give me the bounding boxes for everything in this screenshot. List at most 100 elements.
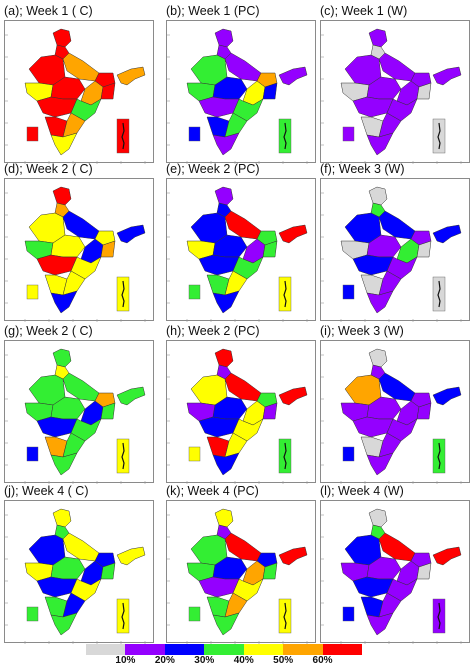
- map-region: [50, 612, 78, 636]
- axis-ticks: [167, 192, 308, 322]
- map-region: [224, 210, 262, 240]
- map-region-northeast: [278, 386, 308, 406]
- legend-label: 10%: [115, 655, 136, 666]
- map-region-northeast: [278, 224, 308, 244]
- india-map: [321, 28, 462, 164]
- map-region: [62, 270, 86, 296]
- india-map: [5, 28, 146, 164]
- map-frame: [320, 500, 470, 644]
- map-region: [100, 562, 116, 580]
- panel-title: (h); Week 2 (PC): [166, 324, 260, 338]
- panel-title: (g); Week 2 ( C): [4, 324, 93, 338]
- india-map: [167, 186, 308, 322]
- andaman-islands: [283, 280, 287, 308]
- india-map: [5, 508, 146, 644]
- map-region: [224, 372, 262, 402]
- map-region: [224, 270, 248, 296]
- axis-ticks: [321, 34, 462, 164]
- map-region: [378, 270, 402, 296]
- lakshadweep-box: [342, 284, 355, 300]
- panel-title: (l); Week 4 (W): [320, 484, 404, 498]
- map-region: [224, 112, 248, 138]
- map-panel: (g); Week 2 ( C): [4, 324, 154, 484]
- lakshadweep-box: [342, 606, 355, 622]
- panel-title: (j); Week 4 ( C): [4, 484, 89, 498]
- map-panel: (c); Week 1 (W): [320, 4, 470, 164]
- lakshadweep-box: [26, 284, 39, 300]
- map-region: [378, 210, 416, 240]
- andaman-inset: [116, 438, 130, 474]
- map-region: [368, 348, 388, 368]
- map-region: [224, 52, 262, 82]
- map-region: [52, 508, 72, 528]
- map-region: [62, 112, 86, 138]
- legend-label: 50%: [273, 655, 294, 666]
- legend: 10% 20% 30% 40% 50% 60%: [86, 644, 362, 666]
- map-region: [212, 452, 240, 476]
- map-region: [366, 290, 394, 314]
- map-panel: (a); Week 1 ( C): [4, 4, 154, 164]
- map-frame: [166, 500, 316, 644]
- map-region: [212, 290, 240, 314]
- axis-ticks: [167, 514, 308, 644]
- map-panel: (b); Week 1 (PC): [166, 4, 316, 164]
- india-map: [321, 186, 462, 322]
- andaman-inset: [116, 276, 130, 312]
- map-region: [100, 82, 116, 100]
- map-region: [378, 52, 416, 82]
- map-frame: [320, 178, 470, 322]
- map-region: [378, 432, 402, 458]
- map-region: [416, 240, 432, 258]
- lakshadweep-box: [188, 126, 201, 142]
- map-frame: [166, 340, 316, 484]
- legend-label: 20%: [154, 655, 175, 666]
- map-region: [62, 210, 100, 240]
- map-region: [224, 532, 262, 562]
- andaman-islands: [437, 442, 441, 470]
- andaman-inset: [116, 118, 130, 154]
- map-region: [416, 402, 432, 420]
- map-region: [100, 402, 116, 420]
- andaman-islands: [283, 442, 287, 470]
- andaman-inset: [432, 598, 446, 634]
- legend-label: 60%: [312, 655, 333, 666]
- axis-ticks: [167, 34, 308, 164]
- map-region: [52, 348, 72, 368]
- map-region-northeast: [432, 546, 462, 566]
- andaman-islands: [437, 122, 441, 150]
- map-region: [62, 432, 86, 458]
- map-region: [224, 592, 248, 618]
- map-frame: [4, 500, 154, 644]
- map-region: [366, 612, 394, 636]
- map-region: [378, 532, 416, 562]
- india-map: [321, 508, 462, 644]
- map-region: [52, 28, 72, 48]
- legend-swatch: [204, 644, 244, 655]
- legend-swatch: [322, 644, 362, 655]
- andaman-inset: [278, 118, 292, 154]
- map-region: [214, 508, 234, 528]
- map-panel: (d); Week 2 ( C): [4, 162, 154, 322]
- legend-swatch: [164, 644, 205, 655]
- map-frame: [4, 178, 154, 322]
- axis-ticks: [5, 354, 146, 484]
- map-region: [262, 82, 278, 100]
- map-region-northeast: [432, 386, 462, 406]
- map-region-northeast: [278, 546, 308, 566]
- andaman-inset: [432, 438, 446, 474]
- map-region: [50, 290, 78, 314]
- map-region: [214, 186, 234, 206]
- map-frame: [4, 340, 154, 484]
- map-panel: (l); Week 4 (W): [320, 484, 470, 644]
- india-map: [5, 186, 146, 322]
- map-region: [378, 372, 416, 402]
- andaman-islands: [283, 602, 287, 630]
- map-frame: [320, 340, 470, 484]
- map-region-northeast: [116, 66, 146, 86]
- map-region: [368, 186, 388, 206]
- map-panel: (k); Week 4 (PC): [166, 484, 316, 644]
- lakshadweep-box: [26, 126, 39, 142]
- map-panel: (h); Week 2 (PC): [166, 324, 316, 484]
- map-region: [366, 452, 394, 476]
- map-region: [50, 452, 78, 476]
